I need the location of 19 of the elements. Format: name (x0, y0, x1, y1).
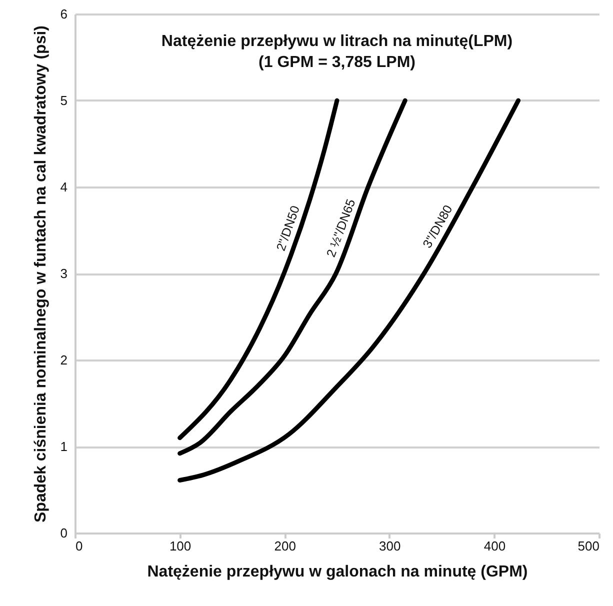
y-tick-label: 0 (60, 526, 68, 540)
x-tick-label: 300 (379, 538, 401, 554)
y-tick-label: 2 (60, 352, 68, 368)
y-tick-label: 1 (60, 439, 68, 454)
x-tick-label: 200 (274, 538, 296, 554)
x-tick-label: 400 (484, 538, 506, 554)
y-tick-label: 3 (60, 266, 68, 281)
y-tick-label: 6 (60, 6, 68, 22)
line-series (178, 98, 521, 482)
y-axis-title: Spadek ciśnienia nominalnego w funtach na cal kwadratowy (psi) (32, 26, 50, 522)
x-tick-label: 0 (76, 538, 83, 554)
y-tick-label: 5 (60, 93, 68, 108)
text: (1 GPM = 3,785 LPM) (258, 54, 416, 71)
x-axis-title: Natężenie przepływu w galonach na minutę (GPM) (147, 564, 528, 580)
text: Natężenie przepływu w litrach na minutę(LPM) (161, 33, 513, 50)
x-tick-label: 100 (169, 538, 192, 554)
x-tick-label: 500 (578, 538, 600, 554)
line-series (178, 98, 408, 456)
y-tick-label: 4 (60, 180, 68, 194)
